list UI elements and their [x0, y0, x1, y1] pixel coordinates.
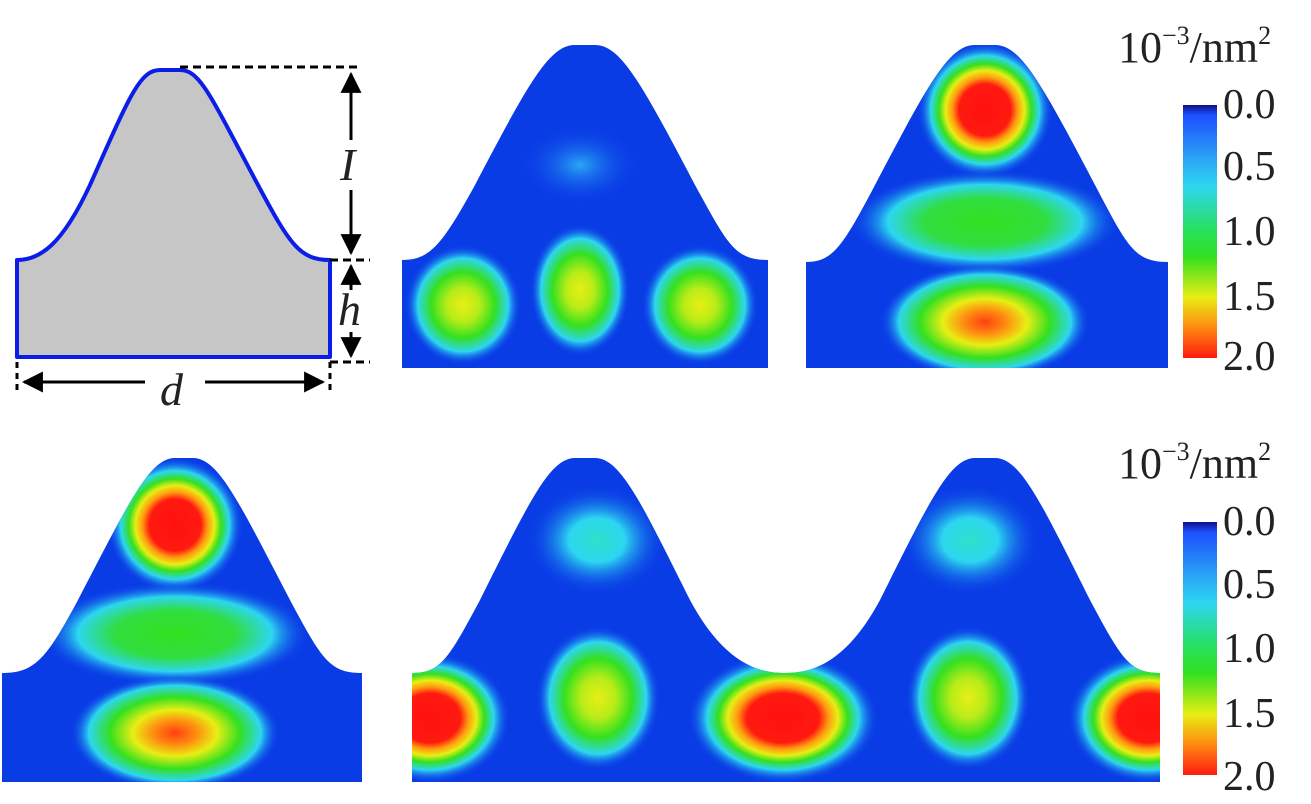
label-d: d: [160, 364, 184, 415]
bump-outline: [15, 68, 332, 359]
mode-lobe: [850, 170, 1120, 274]
colorbar-top: 10−3/nm2 0.0 0.5 1.0 1.5 2.0: [1118, 21, 1276, 380]
mode-lobe: [405, 245, 521, 365]
colorbar-tick: 1.5: [1223, 691, 1276, 737]
colorbar-tick: 0.0: [1223, 82, 1276, 128]
mode-lobe: [527, 485, 667, 595]
colorbar-unit: 10−3/nm2: [1118, 437, 1271, 488]
mode-lobe: [530, 224, 630, 356]
mode-lobe: [642, 245, 758, 365]
mode-lobe: [688, 653, 878, 782]
colorbar-tick: 1.5: [1223, 274, 1276, 320]
colorbar-gradient: [1183, 522, 1217, 775]
mode-lobe: [880, 264, 1090, 368]
label-I: I: [339, 139, 358, 190]
mode-lobe: [412, 653, 510, 782]
field-panel-d: [2, 458, 362, 782]
colorbar-tick: 0.5: [1223, 144, 1276, 190]
colorbar-tick: 1.0: [1223, 626, 1276, 672]
mode-lobe: [1068, 653, 1160, 782]
mode-lobe: [520, 125, 640, 205]
mode-lobe: [40, 582, 310, 686]
mode-lobe: [536, 626, 660, 770]
colorbar-bottom: 10−3/nm2 0.0 0.5 1.0 1.5 2.0: [1118, 437, 1276, 800]
mode-lobe: [107, 458, 243, 593]
colorbar-tick: 1.0: [1223, 209, 1276, 255]
field-panel-b: [402, 45, 768, 368]
mode-lobe: [917, 45, 1053, 178]
field-panel-e: [412, 458, 1160, 782]
colorbar-tick: 0.0: [1223, 499, 1276, 545]
colorbar-tick: 0.5: [1223, 562, 1276, 608]
mode-lobe: [900, 485, 1040, 595]
mode-lobe: [906, 626, 1030, 770]
mode-lobe: [70, 675, 280, 782]
label-h: h: [338, 284, 361, 335]
schematic-panel: I h d: [15, 65, 370, 415]
colorbar-gradient: [1183, 105, 1217, 358]
field-panel-c: [806, 45, 1168, 368]
colorbar-tick: 2.0: [1223, 754, 1276, 800]
colorbar-unit: 10−3/nm2: [1118, 21, 1271, 72]
colorbar-tick: 2.0: [1223, 334, 1276, 380]
